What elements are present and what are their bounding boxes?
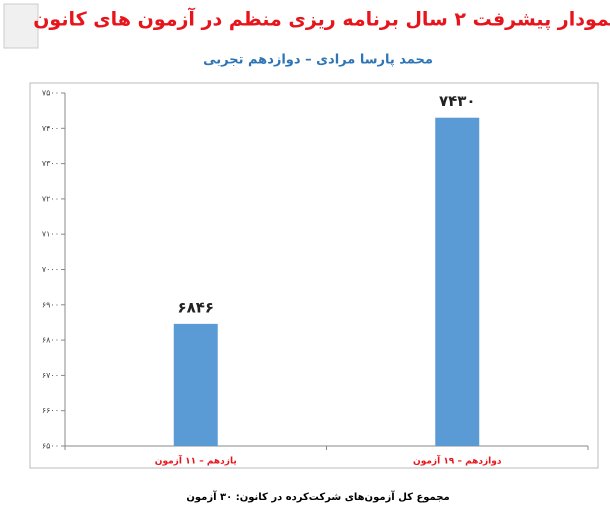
value-label: ۷۴۳۰ <box>439 92 476 110</box>
y-tick-label: ۷۳۰۰ <box>42 159 59 168</box>
y-tick-label: ۷۵۰۰ <box>42 89 59 98</box>
y-tick-label: ۶۶۰۰ <box>42 406 59 415</box>
bar <box>435 117 480 447</box>
chart-title: نمودار پیشرفت ۲ سال برنامه ریزی منظم در … <box>33 7 610 31</box>
y-tick-label: ۷۴۰۰ <box>42 124 59 133</box>
y-tick-label: ۶۵۰۰ <box>42 442 59 451</box>
y-tick-label: ۷۰۰۰ <box>42 265 59 274</box>
x-tick-label: دوازدهم – ۱۹ آزمون <box>413 455 502 467</box>
footnote: مجموع کل آزمون‌های شرکت‌کرده در کانون: ۳… <box>186 490 449 503</box>
chart-subtitle: محمد پارسا مرادی – دوازدهم تجربی <box>203 53 433 68</box>
bar <box>173 323 218 446</box>
logo <box>3 3 39 49</box>
value-label: ۶۸۴۶ <box>177 298 214 316</box>
y-tick-label: ۶۸۰۰ <box>42 336 59 345</box>
y-tick-label: ۷۱۰۰ <box>42 230 59 239</box>
y-tick-label: ۶۹۰۰ <box>42 300 59 309</box>
x-tick-label: یازدهم – ۱۱ آزمون <box>155 455 237 467</box>
y-tick-label: ۷۲۰۰ <box>42 194 59 203</box>
y-tick-label: ۶۷۰۰ <box>42 371 59 380</box>
plot-frame <box>29 82 599 469</box>
